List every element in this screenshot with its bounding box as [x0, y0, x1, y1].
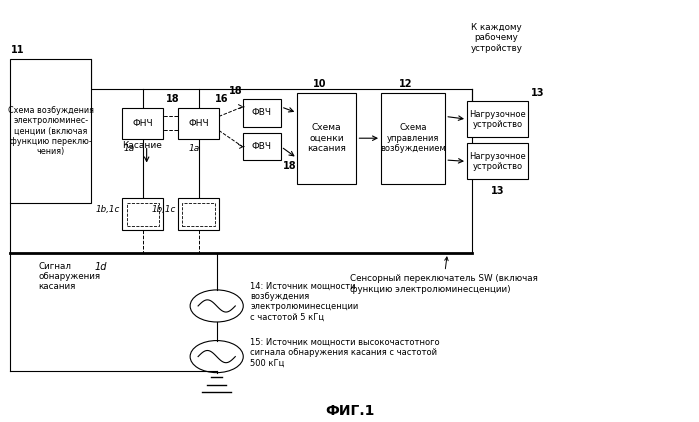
- Text: 18: 18: [283, 161, 296, 171]
- Text: Сигнал
обнаружения
касания: Сигнал обнаружения касания: [38, 262, 101, 292]
- Text: 1а: 1а: [124, 144, 135, 153]
- Text: К каждому
рабочему
устройству: К каждому рабочему устройству: [470, 23, 522, 53]
- Text: Схема
оценки
касания: Схема оценки касания: [308, 123, 346, 153]
- FancyBboxPatch shape: [243, 133, 281, 160]
- Text: Сенсорный переключатель SW (включая
функцию электролюминесценции): Сенсорный переключатель SW (включая функ…: [350, 257, 538, 294]
- Text: 11: 11: [10, 45, 24, 55]
- Text: 12: 12: [399, 78, 413, 89]
- FancyBboxPatch shape: [467, 101, 528, 137]
- Text: ФИГ.1: ФИГ.1: [325, 404, 374, 418]
- Text: Схема возбуждения
электролюминес-
ценции (включая
функцию переклю-
чения): Схема возбуждения электролюминес- ценции…: [8, 106, 94, 156]
- Text: 13: 13: [531, 88, 545, 98]
- FancyBboxPatch shape: [178, 198, 219, 230]
- FancyBboxPatch shape: [127, 203, 159, 226]
- FancyBboxPatch shape: [178, 108, 219, 139]
- FancyBboxPatch shape: [381, 93, 445, 184]
- Text: 16: 16: [215, 94, 228, 104]
- FancyBboxPatch shape: [122, 198, 163, 230]
- Text: 1b,1с: 1b,1с: [96, 206, 120, 214]
- FancyBboxPatch shape: [297, 93, 356, 184]
- Text: Нагрузочное
устройство: Нагрузочное устройство: [469, 152, 526, 171]
- Text: Касание: Касание: [122, 141, 162, 150]
- Text: 18: 18: [229, 86, 242, 96]
- Text: 1d: 1d: [94, 262, 107, 272]
- Text: ФНЧ: ФНЧ: [188, 119, 209, 128]
- Text: ФНЧ: ФНЧ: [132, 119, 153, 128]
- Text: 1b,1с: 1b,1с: [152, 206, 176, 214]
- Text: 1а: 1а: [189, 144, 200, 153]
- Text: 14: Источник мощности
возбуждения
электролюминесценции
с частотой 5 кГц: 14: Источник мощности возбуждения электр…: [250, 281, 359, 322]
- Text: 10: 10: [313, 78, 326, 89]
- Text: 13: 13: [491, 186, 505, 196]
- Text: ФВЧ: ФВЧ: [252, 142, 272, 151]
- Text: ФВЧ: ФВЧ: [252, 108, 272, 117]
- Text: Нагрузочное
устройство: Нагрузочное устройство: [469, 110, 526, 129]
- FancyBboxPatch shape: [243, 99, 281, 127]
- Text: Схема
управления
возбуждением: Схема управления возбуждением: [380, 123, 446, 153]
- FancyBboxPatch shape: [10, 59, 91, 203]
- Text: 18: 18: [166, 94, 179, 104]
- Text: 15: Источник мощности высокочастотного
сигнала обнаружения касания с частотой
50: 15: Источник мощности высокочастотного с…: [250, 338, 440, 367]
- FancyBboxPatch shape: [122, 108, 163, 139]
- FancyBboxPatch shape: [182, 203, 215, 226]
- FancyBboxPatch shape: [467, 143, 528, 179]
